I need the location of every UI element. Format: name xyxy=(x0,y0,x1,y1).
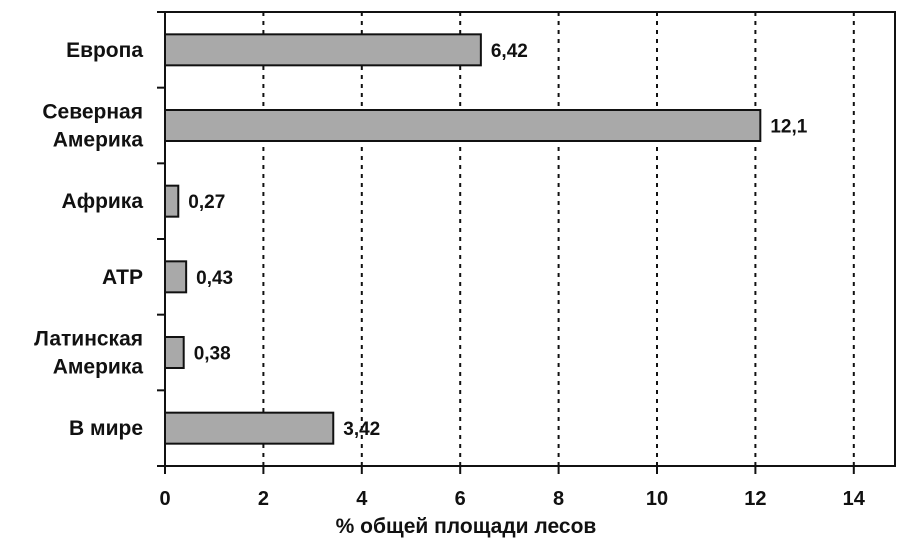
data-label-3: 0,43 xyxy=(196,268,233,289)
x-tick-label-6: 6 xyxy=(455,488,466,510)
bars-layer xyxy=(164,33,762,445)
bar-1 xyxy=(164,109,762,142)
bar-0 xyxy=(164,33,482,67)
category-label-3: АТР xyxy=(102,266,143,289)
x-tick-label-0: 0 xyxy=(159,488,170,510)
data-label-0: 6,42 xyxy=(491,41,528,62)
plot-frame xyxy=(164,11,896,467)
ticks-layer: 0 2 4 6 8 10 12 14 xyxy=(157,11,866,510)
x-tick-label-4: 4 xyxy=(356,488,368,510)
x-tick-label-8: 8 xyxy=(553,488,564,510)
data-label-1: 12,1 xyxy=(770,117,807,138)
category-label-line: Европа xyxy=(66,39,143,62)
category-label-line: В мире xyxy=(69,417,143,440)
x-axis-title: % общей площади лесов xyxy=(336,515,597,538)
bar-3 xyxy=(164,260,188,294)
category-label-2: Африка xyxy=(62,190,144,213)
category-label-0: Европа xyxy=(66,39,143,62)
category-label-line: АТР xyxy=(102,266,143,289)
bar-5 xyxy=(164,411,335,445)
category-label-line: Америка xyxy=(53,356,144,379)
category-label-5: В мире xyxy=(69,417,143,440)
x-tick-label-14: 14 xyxy=(843,488,866,510)
category-label-line: Африка xyxy=(62,190,144,213)
bar-4 xyxy=(164,336,185,369)
labels-layer: 6,42 Европа 12,1 Северная Америка 0,27 Африка 0… xyxy=(34,39,808,440)
category-label-4: Латинская Америка xyxy=(34,328,143,379)
x-tick-label-2: 2 xyxy=(258,488,269,510)
bar-2 xyxy=(164,184,180,218)
x-tick-label-10: 10 xyxy=(646,488,668,510)
grid-layer xyxy=(262,12,855,466)
category-label-1: Северная Америка xyxy=(42,101,143,152)
data-label-5: 3,42 xyxy=(343,419,380,440)
x-tick-label-12: 12 xyxy=(744,488,766,510)
data-label-2: 0,27 xyxy=(188,192,225,213)
data-label-4: 0,38 xyxy=(194,344,231,365)
category-label-line: Америка xyxy=(53,129,144,152)
category-label-line: Северная xyxy=(42,101,143,124)
category-label-line: Латинская xyxy=(34,328,143,351)
